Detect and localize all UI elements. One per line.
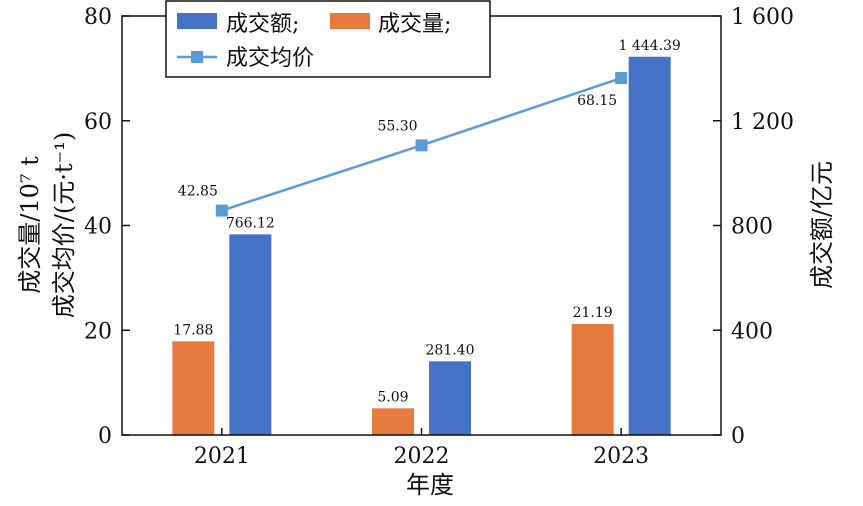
left-y-tick-label: 40 — [84, 215, 112, 240]
right-y-tick-label: 1 600 — [731, 5, 794, 30]
legend-marker-price — [191, 51, 203, 63]
data-label-amount-2022: 281.40 — [426, 342, 475, 358]
bar-volume-2022 — [372, 408, 414, 435]
bar-amount-2023 — [628, 56, 671, 436]
legend-label-volume: 成交量; — [378, 12, 451, 37]
left-y-tick-label: 60 — [84, 110, 112, 135]
right-y-tick-label: 400 — [731, 319, 773, 344]
marker-price-2022 — [415, 139, 428, 152]
x-tick-label-2022: 2022 — [394, 444, 450, 469]
data-label-volume-2022: 5.09 — [377, 389, 408, 405]
left-y-axis-title-line2: 成交均价/(元·t⁻¹) — [50, 132, 78, 318]
bar-volume-2021 — [172, 341, 215, 435]
bar-amount-2022 — [429, 361, 471, 435]
bar-amount-2021 — [229, 234, 272, 435]
data-label-price-2023: 68.15 — [577, 93, 617, 109]
x-tick-label-2021: 2021 — [194, 444, 250, 469]
left-y-tick-label: 20 — [84, 319, 112, 344]
left-y-tick-label: 80 — [84, 5, 112, 30]
plot-layer: 17.88 766.12 5.09 281.40 21.19 1 444.39 42.85 5… — [172, 38, 681, 436]
right-y-tick-label: 800 — [731, 215, 773, 240]
legend-swatch-volume — [330, 13, 370, 29]
legend-label-amount: 成交额; — [226, 12, 299, 37]
marker-price-2023 — [615, 72, 628, 85]
data-label-volume-2023: 21.19 — [573, 305, 613, 321]
data-label-amount-2021: 766.12 — [226, 215, 275, 231]
data-label-amount-2023: 1 444.39 — [618, 38, 680, 54]
data-label-price-2021: 42.85 — [178, 184, 218, 200]
legend-label-price: 成交均价 — [226, 46, 314, 71]
legend: 成交额; 成交量; 成交均价 — [165, 0, 491, 78]
left-y-axis-title-line1: 成交量/10⁷ t — [16, 156, 44, 294]
legend-box — [165, 0, 491, 78]
data-label-volume-2021: 17.88 — [173, 322, 213, 338]
right-y-tick-label: 1 200 — [731, 110, 794, 135]
data-label-price-2022: 55.30 — [377, 118, 417, 134]
right-y-axis-title: 成交额/亿元 — [808, 161, 836, 289]
left-y-tick-label: 0 — [98, 424, 112, 449]
legend-swatch-amount — [177, 13, 217, 29]
right-y-tick-label: 0 — [731, 424, 745, 449]
x-tick-label-2023: 2023 — [593, 444, 649, 469]
bar-volume-2023 — [571, 324, 614, 435]
marker-price-2021 — [215, 204, 228, 217]
x-axis-title: 年度 — [406, 471, 454, 499]
